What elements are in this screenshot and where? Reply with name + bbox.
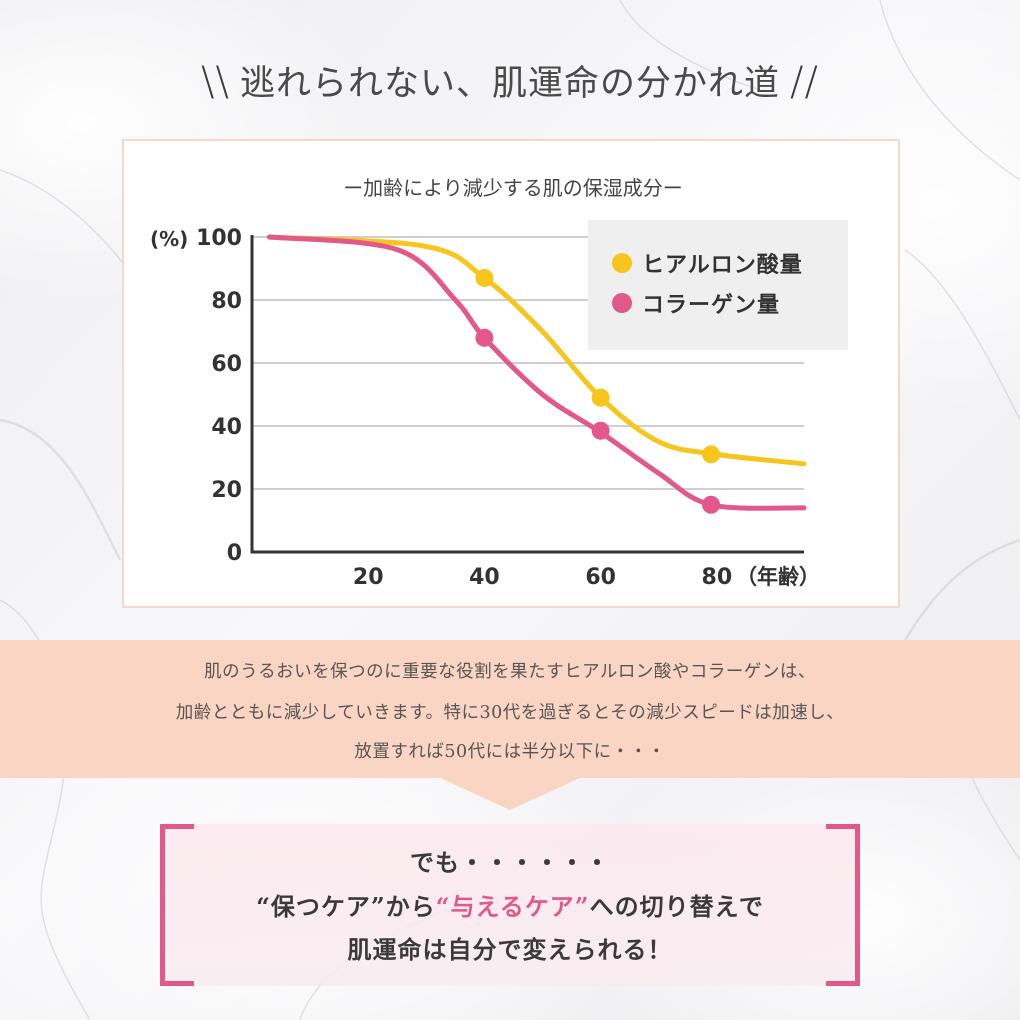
y-axis-label: (%) bbox=[150, 227, 188, 251]
callout-line-1: でも・・・・・・ bbox=[410, 848, 610, 877]
legend-label-hyaluronic: ヒアルロン酸量 bbox=[642, 253, 803, 278]
callout-line-2: “保つケア”から“与えるケア”への切り替えで bbox=[160, 887, 860, 922]
callout-give-care: “与えるケア” bbox=[435, 892, 590, 921]
callout-box bbox=[160, 824, 860, 986]
legend-dot-pink bbox=[612, 293, 632, 313]
y-tick-labels: 0 20 40 60 80 100 bbox=[196, 226, 242, 566]
y-tick-40: 40 bbox=[211, 415, 242, 440]
legend-item-hyaluronic: ヒアルロン酸量 bbox=[612, 248, 803, 278]
x-tick-labels: 20 40 60 80 bbox=[353, 565, 732, 590]
y-tick-80: 80 bbox=[211, 289, 242, 314]
y-tick-20: 20 bbox=[211, 478, 242, 503]
x-tick-40: 40 bbox=[469, 565, 500, 590]
callout-bracket-right bbox=[826, 824, 860, 986]
legend-label-collagen: コラーゲン量 bbox=[642, 293, 781, 318]
y-tick-100: 100 bbox=[196, 226, 242, 251]
info-line-2: 加齢とともに減少していきます。特に30代を過ぎるとその減少スピードは加速し、 bbox=[175, 703, 845, 723]
x-axis-label: （年齢） bbox=[736, 565, 820, 589]
callout-bracket-left bbox=[160, 824, 194, 986]
info-line-1: 肌のうるおいを保つのに重要な役割を果たすヒアルロン酸やコラーゲンは、 bbox=[204, 662, 816, 682]
series-1-point-2 bbox=[702, 495, 721, 514]
info-line-3: 放置すれば50代には半分以下に・・・ bbox=[354, 742, 666, 762]
chart-title: ー加齢により減少する肌の保湿成分ー bbox=[343, 176, 683, 200]
series-line-1 bbox=[266, 234, 807, 511]
x-tick-60: 60 bbox=[585, 565, 616, 590]
x-tick-80: 80 bbox=[702, 565, 733, 590]
y-tick-0: 0 bbox=[227, 541, 242, 566]
x-tick-20: 20 bbox=[353, 565, 384, 590]
chart-axes bbox=[250, 235, 804, 554]
series-1-point-0 bbox=[475, 328, 494, 347]
info-band bbox=[0, 640, 1020, 778]
series-1-point-1 bbox=[591, 421, 610, 440]
callout-line-3: 肌運命は自分で変えられる！ bbox=[347, 935, 673, 964]
legend-dot-yellow bbox=[612, 253, 632, 273]
callout-switch: への切り替えで bbox=[589, 892, 764, 921]
series-0-point-0 bbox=[475, 268, 494, 287]
heading-deco-left: \\ bbox=[201, 59, 230, 105]
chart-series bbox=[266, 234, 807, 514]
y-tick-60: 60 bbox=[211, 352, 242, 377]
chart-card: ー加齢により減少する肌の保湿成分ー 0 20 40 60 80 100 20 40 60 80 … bbox=[122, 139, 900, 608]
page-heading: \\ 逃れられない、肌運命の分かれ道// bbox=[0, 52, 1020, 112]
series-0-point-2 bbox=[702, 445, 721, 464]
chart-grid bbox=[252, 236, 804, 490]
callout-keep-care: “保つケア”から bbox=[256, 892, 436, 921]
arrow-down bbox=[440, 778, 580, 810]
legend-item-collagen: コラーゲン量 bbox=[612, 288, 780, 318]
heading-text: 逃れられない、肌運命の分かれ道 bbox=[239, 64, 780, 104]
heading-deco-right: // bbox=[790, 59, 819, 105]
series-0-point-1 bbox=[591, 388, 610, 407]
chart-legend: ヒアルロン酸量 コラーゲン量 bbox=[588, 220, 848, 350]
